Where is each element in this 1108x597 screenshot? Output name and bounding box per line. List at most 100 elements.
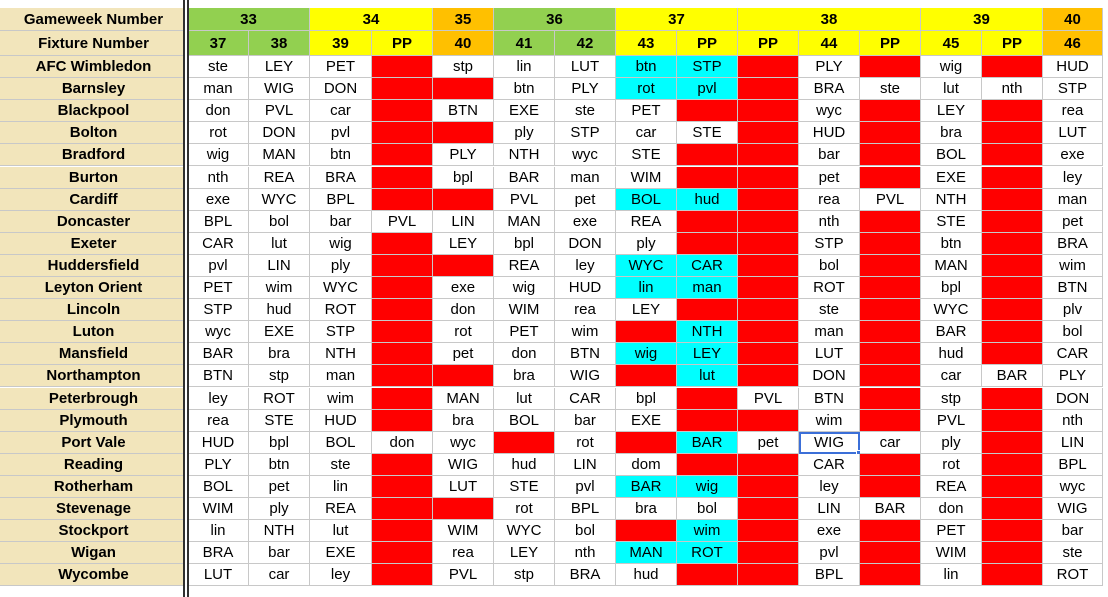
fixture-cell[interactable]: NTH (310, 343, 372, 366)
fixture-cell[interactable]: exe (433, 277, 494, 300)
fixture-cell[interactable]: WIG (1043, 498, 1103, 521)
fixture-cell[interactable] (860, 144, 921, 167)
fixture-cell[interactable]: plv (1043, 299, 1103, 322)
fixture-cell[interactable]: WYC (249, 188, 310, 211)
fixture-cell[interactable]: bol (799, 254, 860, 277)
fixture-cell[interactable]: PLY (555, 78, 616, 101)
fixture-cell[interactable] (677, 166, 738, 189)
fixture-cell[interactable]: lin (616, 277, 677, 300)
fixture-cell[interactable]: rea (799, 188, 860, 211)
fixture-cell[interactable]: STP (1043, 78, 1103, 101)
fixture-cell[interactable]: car (860, 431, 921, 454)
fixture-cell[interactable]: BAR (188, 343, 249, 366)
fixture-cell[interactable]: btn (494, 78, 555, 101)
fixture-cell[interactable]: ROT (1043, 564, 1103, 587)
fixture-cell[interactable]: BTN (188, 365, 249, 388)
fixture-cell[interactable]: WIM (616, 166, 677, 189)
fixture-cell[interactable]: wig (188, 144, 249, 167)
fixture-cell[interactable]: lin (188, 520, 249, 543)
fixture-cell[interactable]: DON (310, 78, 372, 101)
fixture-cell[interactable]: ply (921, 431, 982, 454)
fixture-cell[interactable]: man (677, 277, 738, 300)
fixture-cell[interactable] (677, 387, 738, 410)
fixture-cell[interactable]: EXE (310, 542, 372, 565)
fixture-cell[interactable]: WIG (555, 365, 616, 388)
fixture-cell[interactable]: BRA (310, 166, 372, 189)
fixture-cell[interactable]: wyc (555, 144, 616, 167)
fixture-cell[interactable]: nth (799, 210, 860, 233)
fixture-cell[interactable]: HUD (799, 122, 860, 145)
fixture-cell[interactable]: pet (249, 475, 310, 498)
fixture-cell[interactable]: don (921, 498, 982, 521)
fixture-cell[interactable]: ROT (249, 387, 310, 410)
fixture-cell[interactable]: bol (249, 210, 310, 233)
fixture-cell[interactable]: hud (677, 188, 738, 211)
fixture-cell[interactable] (372, 564, 433, 587)
fixture-cell[interactable]: lut (249, 232, 310, 255)
fixture-cell[interactable] (738, 166, 799, 189)
fixture-cell[interactable]: DON (799, 365, 860, 388)
fixture-header[interactable]: 37 (188, 31, 249, 56)
fixture-cell[interactable] (982, 520, 1043, 543)
fixture-cell[interactable] (982, 343, 1043, 366)
fixture-cell[interactable]: NTH (921, 188, 982, 211)
fixture-cell[interactable]: BPL (188, 210, 249, 233)
fixture-cell[interactable]: pvl (555, 475, 616, 498)
fixture-cell[interactable]: PVL (860, 188, 921, 211)
fixture-cell[interactable] (860, 100, 921, 123)
fixture-cell[interactable] (738, 321, 799, 344)
fixture-cell[interactable] (738, 254, 799, 277)
fixture-cell[interactable]: lut (494, 387, 555, 410)
fixture-cell[interactable]: ste (799, 299, 860, 322)
fixture-cell[interactable] (677, 299, 738, 322)
fixture-cell[interactable] (860, 387, 921, 410)
fixture-cell[interactable] (372, 321, 433, 344)
fixture-cell[interactable]: BAR (860, 498, 921, 521)
fixture-cell[interactable]: don (494, 343, 555, 366)
fixture-cell[interactable]: nth (982, 78, 1043, 101)
fixture-cell[interactable]: BTN (1043, 277, 1103, 300)
fixture-cell[interactable] (677, 564, 738, 587)
fixture-cell[interactable]: CAR (799, 453, 860, 476)
fixture-cell[interactable] (738, 100, 799, 123)
fixture-cell[interactable] (372, 122, 433, 145)
fixture-cell[interactable] (738, 188, 799, 211)
fixture-cell[interactable]: WIM (494, 299, 555, 322)
fixture-cell[interactable]: car (616, 122, 677, 145)
fixture-cell[interactable]: EXE (494, 100, 555, 123)
fixture-cell[interactable]: bol (1043, 321, 1103, 344)
fixture-cell[interactable] (738, 299, 799, 322)
fixture-cell[interactable]: BRA (799, 78, 860, 101)
fixture-cell[interactable]: REA (921, 475, 982, 498)
fixture-cell[interactable]: MAN (433, 387, 494, 410)
fixture-cell[interactable]: MAN (616, 542, 677, 565)
fixture-cell[interactable]: CAR (188, 232, 249, 255)
fixture-cell[interactable] (860, 520, 921, 543)
fixture-cell[interactable] (433, 254, 494, 277)
fixture-cell[interactable]: BRA (1043, 232, 1103, 255)
gameweek-37-header[interactable]: 37 (616, 8, 738, 31)
fixture-cell[interactable]: rea (433, 542, 494, 565)
fixture-cell[interactable]: stp (494, 564, 555, 587)
fixture-cell[interactable]: bra (616, 498, 677, 521)
fixture-cell[interactable]: LIN (1043, 431, 1103, 454)
fixture-cell[interactable]: BOL (188, 475, 249, 498)
fixture-header[interactable]: 42 (555, 31, 616, 56)
fixture-cell[interactable]: wim (1043, 254, 1103, 277)
fixture-cell[interactable] (860, 210, 921, 233)
fixture-cell[interactable]: don (433, 299, 494, 322)
fixture-cell[interactable]: bpl (433, 166, 494, 189)
fixture-cell[interactable]: STP (799, 232, 860, 255)
fixture-cell[interactable]: LIN (799, 498, 860, 521)
fixture-cell[interactable]: HUD (555, 277, 616, 300)
fixture-header[interactable]: 40 (433, 31, 494, 56)
fixture-cell[interactable]: pet (433, 343, 494, 366)
fixture-cell[interactable]: LUT (188, 564, 249, 587)
fixture-cell[interactable]: bpl (494, 232, 555, 255)
fixture-cell[interactable]: WIM (188, 498, 249, 521)
fixture-cell[interactable]: nth (188, 166, 249, 189)
fixture-cell[interactable]: bar (555, 409, 616, 432)
fixture-cell[interactable]: BAR (921, 321, 982, 344)
fixture-cell[interactable]: wig (921, 56, 982, 79)
fixture-cell[interactable] (372, 78, 433, 101)
